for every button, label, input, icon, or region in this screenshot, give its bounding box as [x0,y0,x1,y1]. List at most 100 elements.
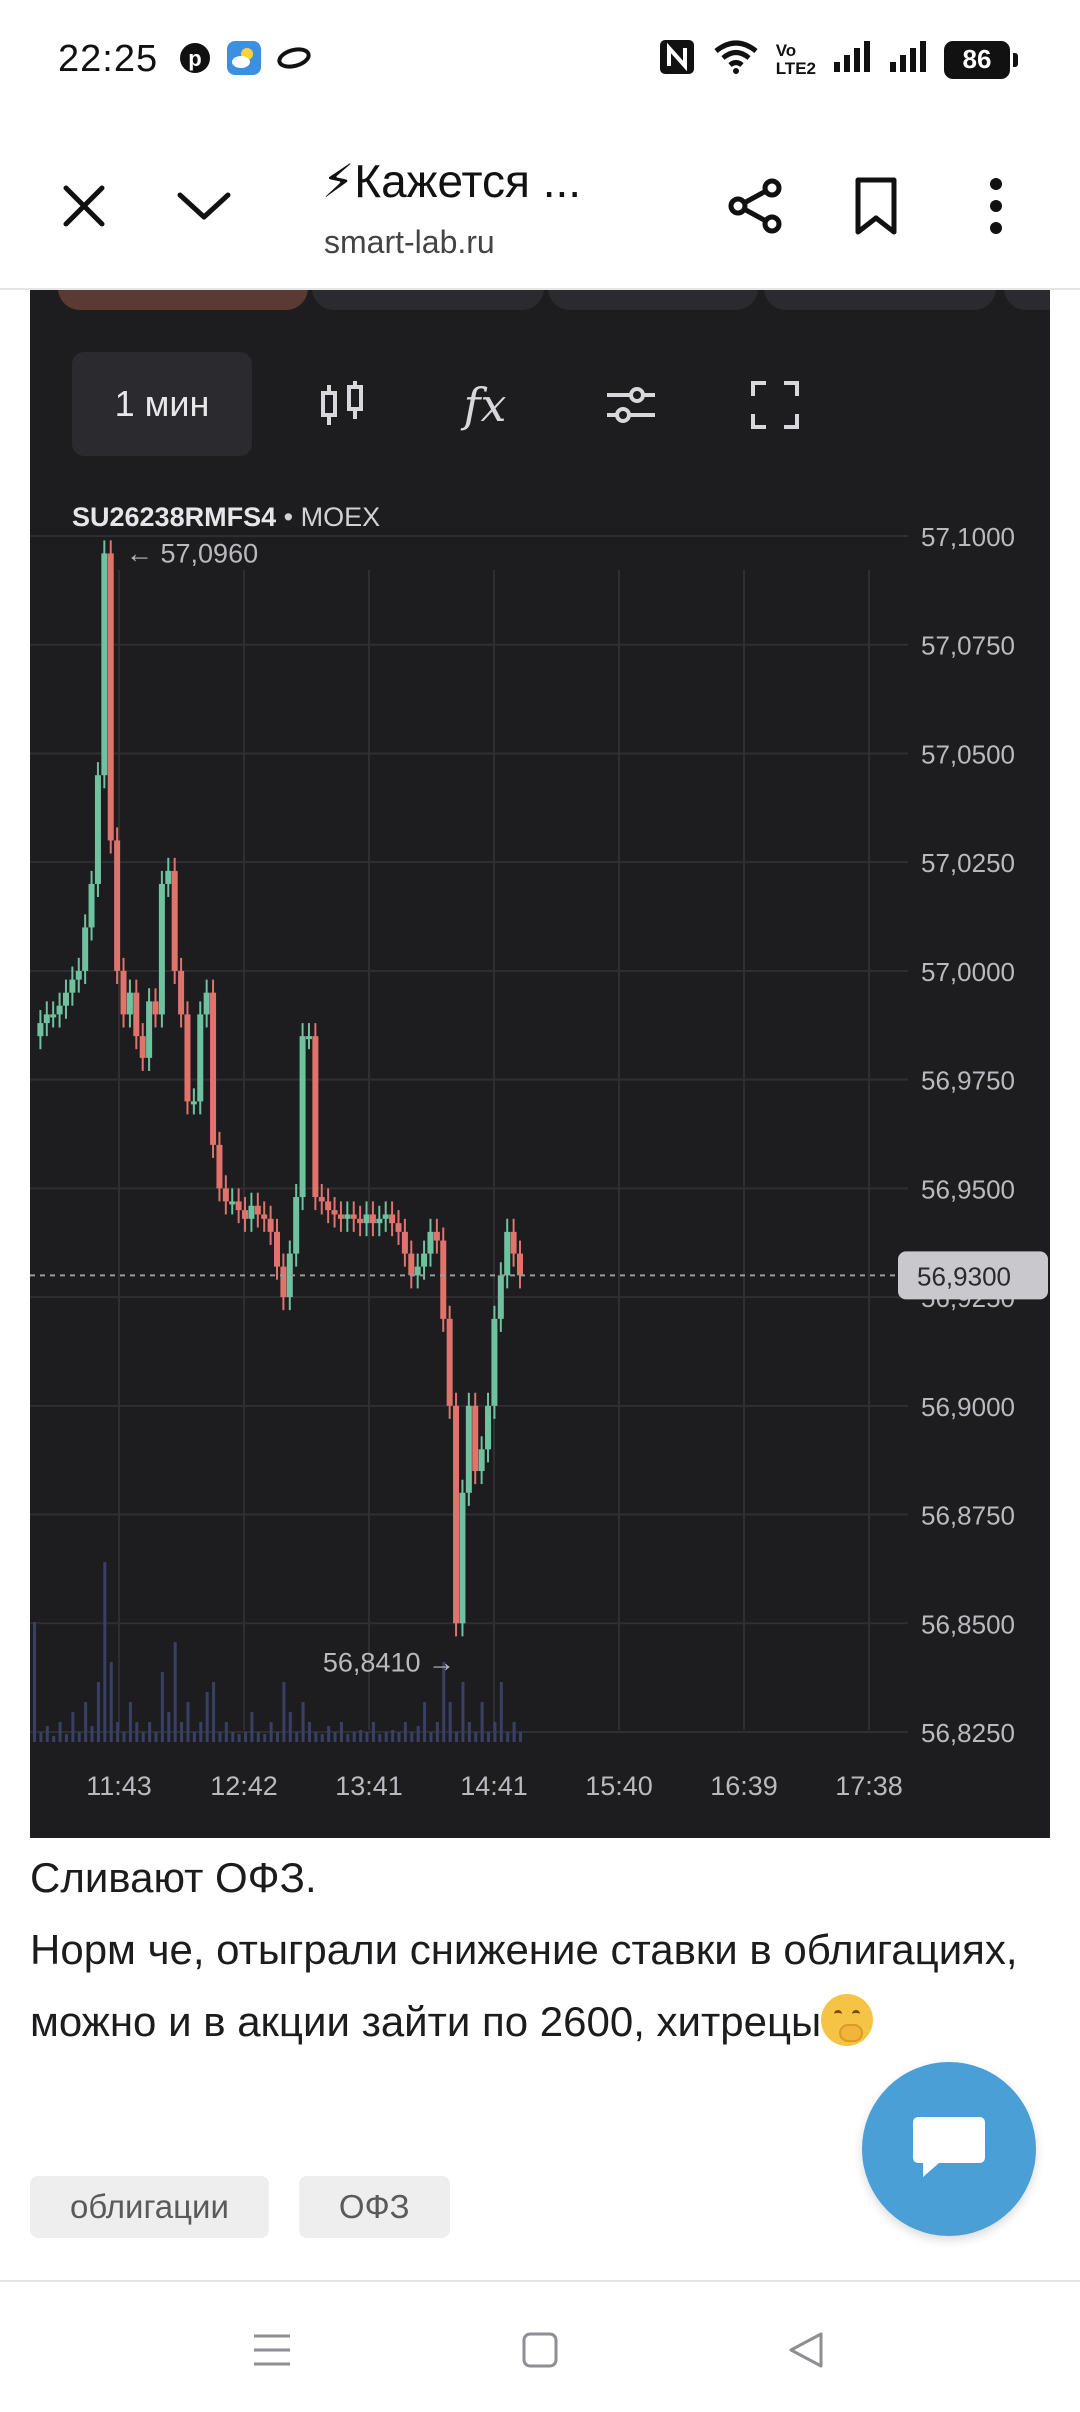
candle-body-down [401,1231,408,1254]
volume-bar [435,1722,439,1742]
pinterest-icon: p [178,41,212,80]
chart-toolbar: 1 мин fx [30,352,1050,460]
symbol-exchange: MOEX [300,502,381,532]
candle-body-down [210,992,217,1145]
candle-body-up [344,1214,351,1219]
candle-body-down [139,1036,146,1058]
chart-tab[interactable] [58,290,308,310]
y-tick-label: 57,0500 [921,739,1015,769]
volume-bar [461,1682,465,1742]
volume-bar [173,1642,177,1742]
candle-body-up [126,992,133,1015]
chat-icon [909,2111,989,2188]
volume-bar [295,1732,299,1742]
x-tick-label: 12:42 [210,1771,278,1801]
volume-bar [256,1732,260,1742]
y-tick-label: 56,8500 [921,1609,1015,1639]
volume-bar [90,1726,94,1742]
candle-body-down [472,1405,479,1472]
status-time: 22:25 [58,38,159,80]
candle-body-up [376,1218,383,1224]
volume-bar [109,1662,113,1742]
volume-bar [52,1736,56,1742]
interval-button[interactable]: 1 мин [72,352,252,456]
close-button[interactable] [44,168,124,248]
volume-bar [186,1702,190,1742]
post-paragraph: Норм че, отыграли снижение ставки в обли… [30,1914,1060,2058]
chat-fab-button[interactable] [862,2062,1036,2236]
candle-body-down [510,1231,517,1254]
chart-tab[interactable] [312,290,544,310]
post-line: Норм че, отыграли снижение ставки в обли… [30,1926,1018,2045]
candles-icon[interactable] [308,370,378,440]
candle-body-down [133,992,140,1037]
settings-sliders-icon[interactable] [596,370,666,440]
volume-bar [58,1722,62,1742]
candle-body-up [146,1001,153,1058]
candle-body-down [184,1014,191,1102]
candle-body-up [197,1014,204,1102]
candle-body-down [325,1201,332,1211]
candle-body-up [94,775,101,884]
chart-tabs [30,290,1050,312]
high-price-label: ← 57,0960 [126,538,258,568]
candle-body-up [229,1201,236,1205]
bookmark-button[interactable] [836,168,916,248]
volume-bar [333,1732,337,1742]
indicators-icon[interactable]: fx [463,378,507,432]
volume-bar [487,1732,491,1742]
volume-bar [231,1732,235,1742]
volume-bar [519,1732,522,1742]
candle-body-down [369,1214,376,1224]
candle-body-down [235,1201,242,1211]
current-price-badge [898,1251,1048,1300]
volume-bar [77,1732,81,1742]
more-vert-icon [986,176,1006,241]
candle-body-down [267,1218,274,1232]
candle-body-up [69,979,76,993]
share-button[interactable] [716,168,796,248]
candle-body-up [363,1214,370,1224]
candle-body-up [293,1197,300,1254]
volume-bar [365,1732,369,1742]
candle-body-up [165,870,172,884]
volume-bar [250,1712,254,1742]
price-chart: 57,1000 57,0750 57,0500 57,0250 57,0000 56,97… [30,290,1050,1838]
candle-body-up [37,1023,44,1037]
candle-body-up [101,553,108,776]
volume-bar [442,1662,446,1742]
browser-top-bar: ⚡Кажется ... smart-lab.ru [0,124,1080,290]
volume-bar [288,1712,292,1742]
candle-body-down [216,1144,223,1189]
collapse-button[interactable] [164,168,244,248]
tag-chip[interactable]: облигации [30,2176,269,2238]
tag-chip[interactable]: ОФЗ [298,2176,450,2238]
chart-tab[interactable] [548,290,758,310]
volume-bar [416,1726,420,1742]
volume-bar [103,1562,107,1742]
page-title[interactable]: ⚡Кажется ... [322,155,582,207]
volume-bar [71,1712,75,1742]
volume-bar [359,1730,363,1742]
volume-bar [512,1722,516,1742]
fullscreen-icon[interactable] [740,370,810,440]
home-button[interactable] [500,2312,580,2392]
x-tick-label: 13:41 [335,1771,403,1801]
chart-tab[interactable] [1004,290,1050,310]
menu-button[interactable] [232,2312,312,2392]
status-bar: 22:25 p Vo LTE2 86 [0,0,1080,124]
chart-tab[interactable] [764,290,996,310]
back-button[interactable] [766,2312,846,2392]
menu-icon [252,2332,292,2373]
x-tick-label: 11:43 [86,1771,152,1801]
page-url[interactable]: smart-lab.ru [324,224,495,260]
volume-bar [346,1734,350,1742]
candle-body-down [222,1188,229,1202]
candle-body-up [491,1318,498,1406]
volume-bar [45,1726,49,1742]
volume-bar [448,1702,452,1742]
battery-indicator: 86 [944,40,1018,79]
more-button[interactable] [956,168,1036,248]
candlestick-plot[interactable]: 57,1000 57,0750 57,0500 57,0250 57,0000 56,97… [30,290,1050,1838]
volume-bar [384,1732,388,1742]
